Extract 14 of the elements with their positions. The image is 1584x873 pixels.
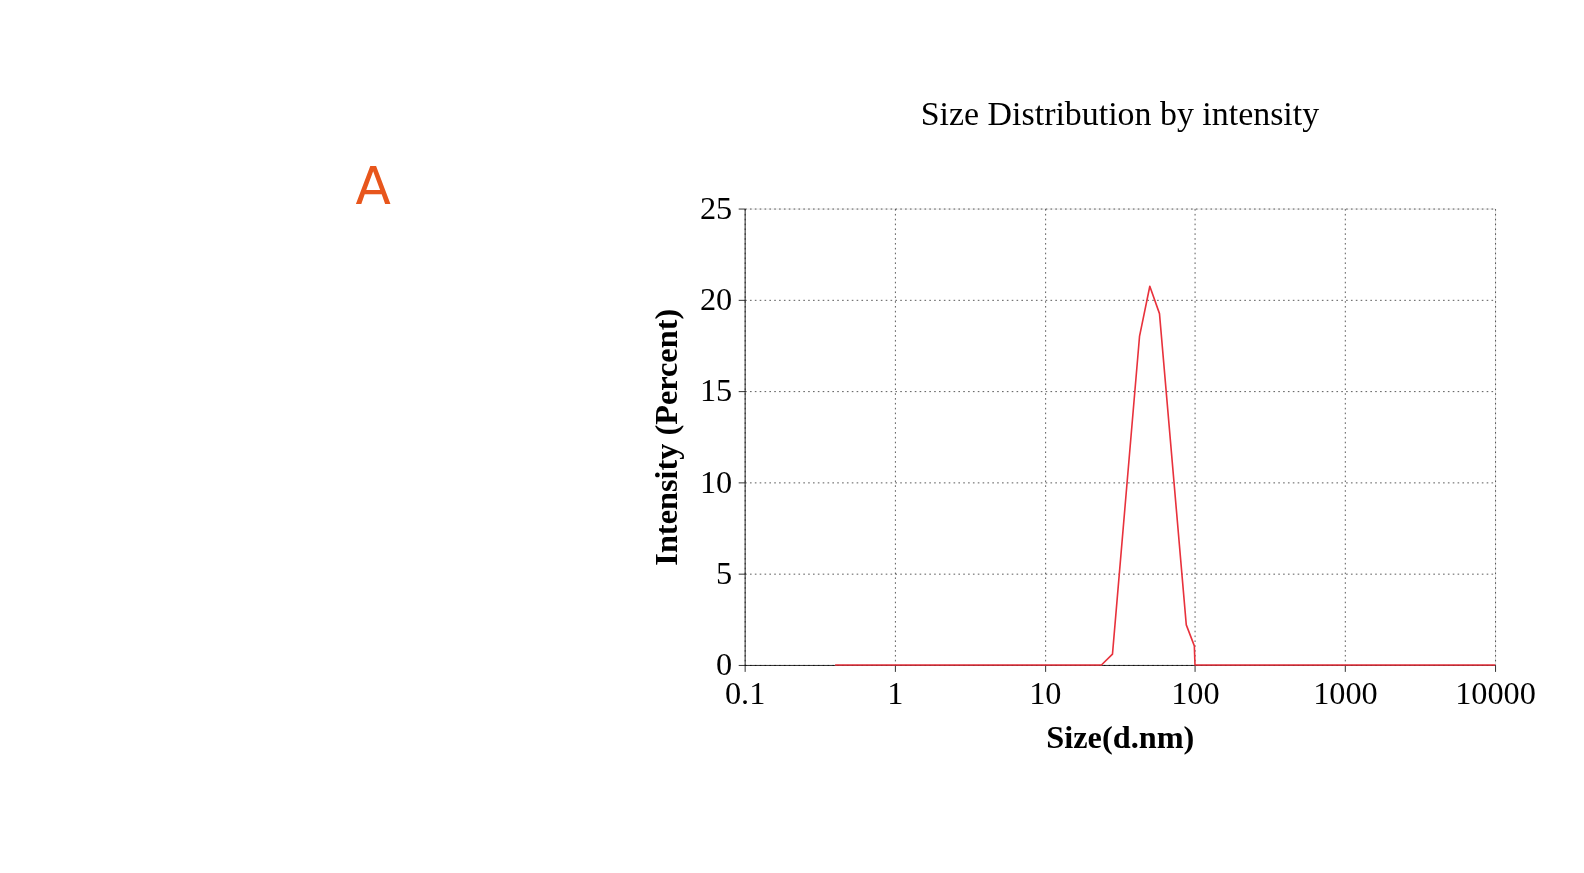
x-tick-label: 10000: [1455, 675, 1536, 712]
x-axis-title: Size(d.nm): [1046, 718, 1195, 755]
x-tick-label: 1: [887, 675, 904, 712]
y-tick-label: 5: [716, 554, 733, 591]
x-tick-label: 10: [1029, 675, 1062, 712]
chart-title: Size Distribution by intensity: [920, 94, 1320, 132]
text: A: [355, 155, 391, 216]
y-tick-label: 25: [699, 189, 733, 226]
x-tick-label: 1000: [1313, 675, 1378, 712]
y-axis-title: Intensity (Percent): [648, 308, 685, 566]
y-tick-label: 10: [699, 463, 733, 500]
x-tick-label: 100: [1171, 675, 1220, 712]
y-tick-label: 20: [699, 281, 733, 318]
y-tick-label: 15: [699, 372, 733, 409]
